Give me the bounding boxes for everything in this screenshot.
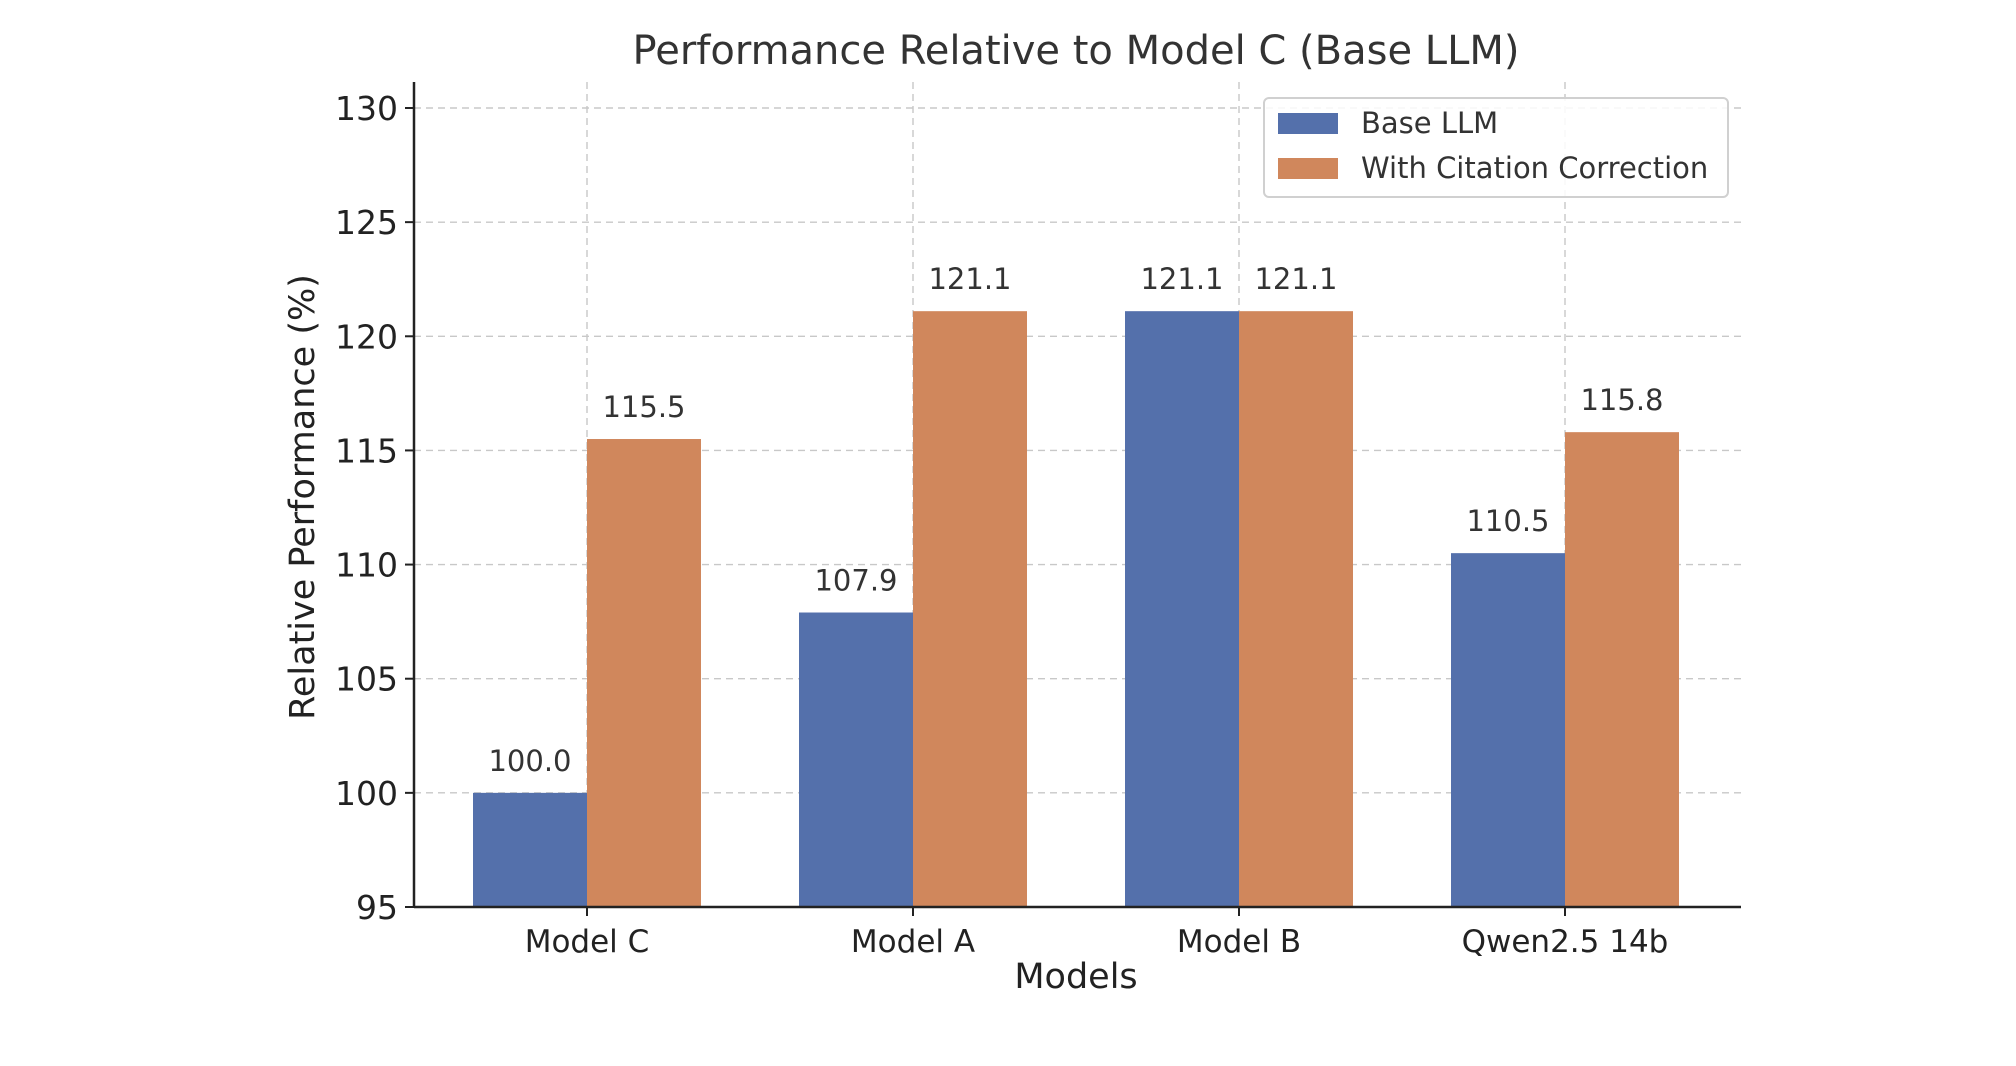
bar-value-label: 121.1 — [928, 262, 1011, 296]
bar-base-llm — [473, 792, 587, 907]
bar-with-citation-correction — [913, 311, 1027, 907]
chart-title: Performance Relative to Model C (Base LL… — [633, 28, 1520, 74]
bar-with-citation-correction — [1565, 432, 1679, 907]
bar-with-citation-correction — [587, 439, 701, 907]
y-axis-label: Relative Performance (%) — [283, 274, 323, 720]
bar-base-llm — [1451, 553, 1565, 907]
bar-base-llm — [799, 612, 913, 907]
y-tick-label: 100 — [335, 774, 398, 813]
bar-base-llm — [1125, 311, 1239, 907]
bar-value-label: 115.5 — [602, 390, 685, 424]
y-tick-label: 130 — [335, 89, 398, 128]
legend-label: Base LLM — [1361, 106, 1498, 140]
y-tick-label: 125 — [335, 203, 398, 242]
y-tick-label: 110 — [335, 546, 398, 585]
legend: Base LLM With Citation Correction — [1263, 97, 1729, 198]
y-tick-label: 115 — [335, 431, 398, 470]
bar-value-label: 121.1 — [1254, 262, 1337, 296]
bar-with-citation-correction — [1239, 311, 1353, 907]
legend-swatch — [1278, 113, 1338, 134]
y-tick-label: 95 — [356, 888, 398, 927]
bar-value-label: 100.0 — [488, 744, 571, 778]
bars — [473, 311, 1679, 907]
x-axis-label: Models — [1014, 957, 1137, 997]
bar-value-label: 121.1 — [1140, 262, 1223, 296]
bar-value-labels: 100.0 107.9 121.1 110.5 115.5 121.1 121.1 115.8 — [488, 262, 1663, 778]
x-tick-label: Model A — [851, 924, 975, 960]
legend-swatch — [1278, 158, 1338, 179]
x-tick-label: Model C — [525, 924, 650, 960]
axes: 95 100 105 110 115 120 125 130 Model C Model A Mod… — [335, 82, 1741, 960]
bar-value-label: 107.9 — [814, 564, 897, 598]
x-tick-label: Model B — [1177, 924, 1301, 960]
bar-value-label: 115.8 — [1580, 383, 1663, 417]
y-tick-label: 105 — [335, 660, 398, 699]
bar-value-label: 110.5 — [1466, 504, 1549, 538]
legend-box — [1263, 97, 1729, 198]
y-tick-label: 120 — [335, 317, 398, 356]
x-tick-label: Qwen2.5 14b — [1462, 924, 1669, 960]
legend-label: With Citation Correction — [1361, 151, 1708, 185]
